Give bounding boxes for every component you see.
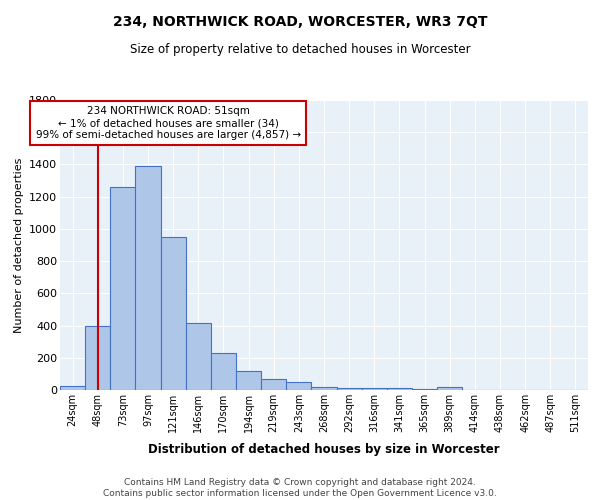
Bar [311,387,337,390]
Bar [161,237,186,390]
Bar [211,353,236,390]
Bar [136,166,161,390]
Bar [387,388,412,390]
Text: Size of property relative to detached houses in Worcester: Size of property relative to detached ho… [130,42,470,56]
Text: 234, NORTHWICK ROAD, WORCESTER, WR3 7QT: 234, NORTHWICK ROAD, WORCESTER, WR3 7QT [113,15,487,29]
Text: Contains HM Land Registry data © Crown copyright and database right 2024.
Contai: Contains HM Land Registry data © Crown c… [103,478,497,498]
Bar [236,370,261,390]
Text: Distribution of detached houses by size in Worcester: Distribution of detached houses by size … [148,442,500,456]
Bar [186,323,211,390]
Bar [412,389,437,390]
Y-axis label: Number of detached properties: Number of detached properties [14,158,23,332]
Bar [60,386,85,390]
Bar [337,388,362,390]
Bar [110,187,136,390]
Bar [261,379,286,390]
Text: 234 NORTHWICK ROAD: 51sqm
← 1% of detached houses are smaller (34)
99% of semi-d: 234 NORTHWICK ROAD: 51sqm ← 1% of detach… [35,106,301,140]
Bar [286,382,311,390]
Bar [437,387,462,390]
Bar [85,326,110,390]
Bar [362,388,387,390]
